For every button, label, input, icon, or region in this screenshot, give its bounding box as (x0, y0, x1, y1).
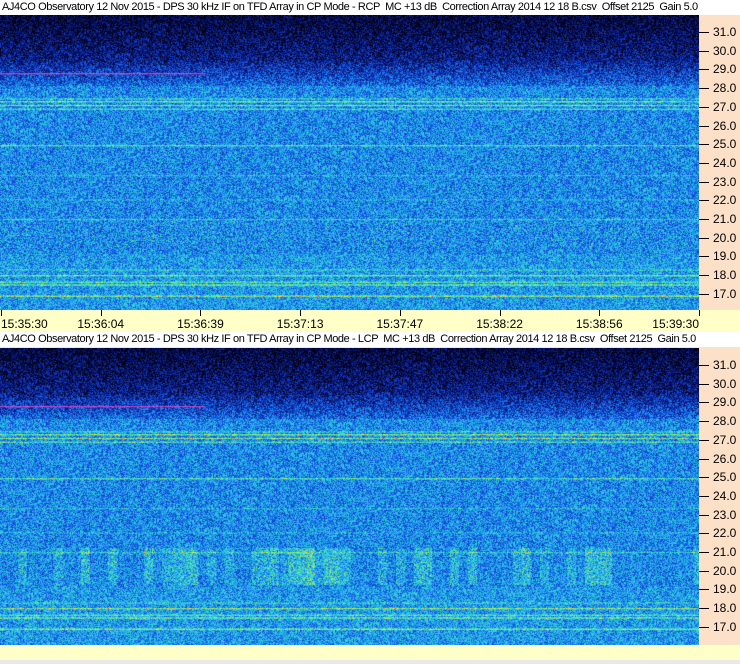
tick-label: 30.0 (713, 376, 737, 391)
tick-mark (699, 533, 709, 535)
tick-label: 23.0 (713, 507, 737, 522)
tick-label: 31.0 (713, 25, 737, 39)
tick-mark (699, 458, 709, 460)
tick-label: 17.0 (713, 619, 737, 634)
tick-mark (699, 421, 709, 423)
tick-mark (699, 514, 709, 516)
tick-mark (200, 310, 202, 316)
tick-mark (699, 237, 709, 239)
tick-label: 22.0 (713, 193, 737, 208)
tick-mark (699, 32, 709, 33)
tick-mark (699, 310, 700, 316)
tick-mark (699, 88, 709, 90)
tick-label: 24.0 (713, 488, 737, 503)
tick-mark (100, 310, 102, 316)
tick-label: 30.0 (713, 43, 737, 58)
tick-label: 15:38:22 (476, 317, 523, 331)
rcp-frequency-axis: 31.0 30.0 29.0 28.0 27.0 26.0 25.0 24.0 23.0 22.0… (699, 15, 740, 310)
tick-mark (699, 106, 709, 108)
tick-mark (699, 275, 709, 277)
lcp-panel-title: AJ4CO Observatory 12 Nov 2015 - DPS 30 k… (0, 332, 740, 347)
time-axis: 15:35:30 15:36:04 15:36:39 15:37:13 15:37:47… (0, 310, 740, 332)
tick-label: 21.0 (713, 545, 737, 559)
tick-label: 15:39:30 (652, 317, 699, 331)
tick-mark (1, 310, 2, 316)
tick-mark (699, 608, 709, 610)
tick-label: 15:37:13 (276, 317, 324, 331)
tick-label: 15:36:39 (177, 317, 224, 331)
tick-mark (699, 181, 709, 183)
tick-label: 20.0 (713, 563, 737, 578)
tick-label: 15:35:30 (1, 317, 48, 331)
lcp-frequency-axis: 31.0 30.0 29.0 28.0 27.0 26.0 25.0 24.0 23.0 22.0… (699, 348, 740, 645)
tick-label: 24.0 (713, 155, 737, 170)
tick-mark (699, 69, 709, 71)
tick-label: 26.0 (713, 451, 737, 466)
tick-label: 18.0 (713, 268, 737, 283)
tick-label: 27.0 (713, 432, 737, 447)
tick-label: 27.0 (713, 99, 737, 114)
tick-label: 21.0 (713, 212, 737, 226)
tick-mark (699, 256, 709, 258)
tick-label: 26.0 (713, 118, 737, 133)
tick-label: 28.0 (713, 81, 737, 96)
tick-label: 18.0 (713, 601, 737, 616)
tick-label: 15:38:56 (575, 317, 623, 331)
tick-mark (399, 310, 401, 316)
tick-mark (699, 365, 709, 366)
rcp-panel-title: AJ4CO Observatory 12 Nov 2015 - DPS 30 k… (0, 0, 740, 15)
tick-mark (699, 144, 709, 146)
tick-mark (699, 50, 709, 52)
tick-mark (300, 310, 302, 316)
tick-mark (499, 310, 501, 316)
tick-label: 15:36:04 (77, 317, 125, 331)
tick-mark (699, 219, 709, 220)
tick-label: 25.0 (713, 470, 737, 485)
tick-mark (699, 570, 709, 572)
tick-label: 23.0 (713, 174, 737, 189)
tick-mark (699, 125, 709, 127)
tick-mark (699, 383, 709, 385)
tick-label: 15:37:47 (376, 317, 424, 331)
tick-mark (699, 162, 709, 164)
bottom-strip (0, 645, 740, 660)
tick-mark (699, 293, 709, 295)
tick-label: 29.0 (713, 395, 737, 410)
tick-mark (699, 439, 709, 441)
tick-label: 19.0 (713, 249, 737, 264)
tick-mark (699, 402, 709, 404)
tick-mark (699, 477, 709, 479)
tick-mark (599, 310, 601, 316)
tick-label: 28.0 (713, 414, 737, 429)
tick-label: 17.0 (713, 286, 737, 301)
tick-label: 20.0 (713, 230, 737, 245)
tick-mark (699, 589, 709, 591)
tick-label: 22.0 (713, 526, 737, 541)
tick-label: 29.0 (713, 62, 737, 77)
tick-mark (699, 495, 709, 497)
rcp-spectrogram[interactable] (0, 15, 699, 310)
tick-label: 31.0 (713, 358, 737, 372)
tick-label: 19.0 (713, 582, 737, 597)
tick-mark (699, 552, 709, 553)
tick-mark (699, 200, 709, 202)
tick-mark (699, 626, 709, 628)
tick-label: 25.0 (713, 137, 737, 152)
lcp-spectrogram[interactable] (0, 348, 699, 645)
